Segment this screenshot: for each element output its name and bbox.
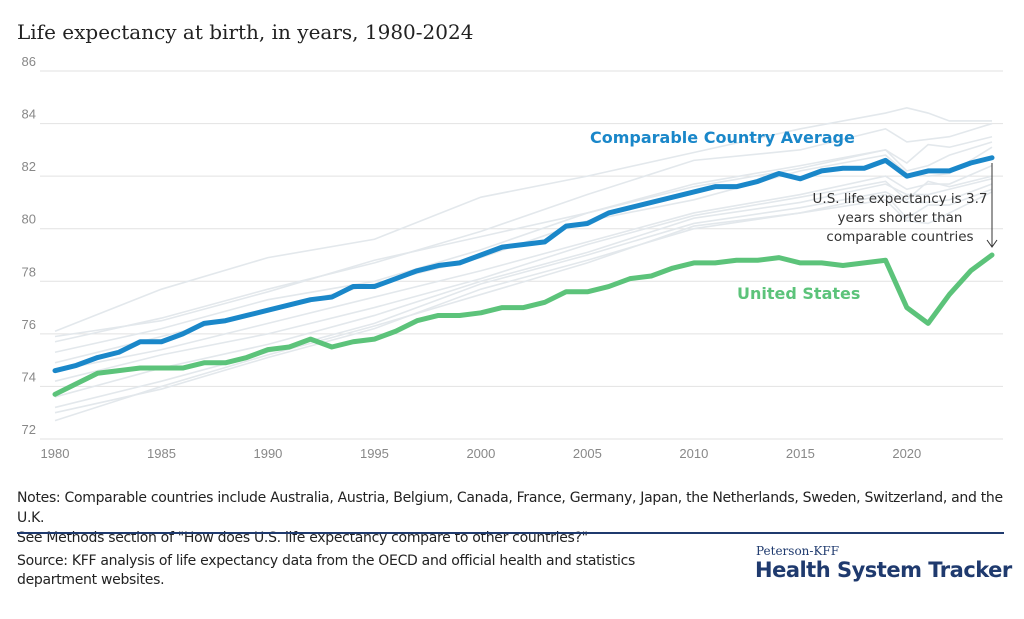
notes: Notes: Comparable countries include Aust… <box>17 488 1024 548</box>
source-text: Source: KFF analysis of life expectancy … <box>17 553 636 588</box>
x-tick-label-1995: 1995 <box>360 446 389 461</box>
series-label-us: United States <box>737 284 860 303</box>
y-tick-label-78: 78 <box>22 264 36 279</box>
background-line-4 <box>54 146 993 364</box>
divider <box>17 532 1004 534</box>
y-tick-label-82: 82 <box>22 159 36 174</box>
background-line-2 <box>54 135 993 338</box>
x-tick-label-2000: 2000 <box>466 446 495 461</box>
united-states-line <box>52 252 995 397</box>
x-tick-label-2010: 2010 <box>679 446 708 461</box>
background-line-0 <box>54 106 992 332</box>
background-line-3 <box>54 141 993 354</box>
y-tick-label-76: 76 <box>22 317 36 332</box>
x-tick-label-2015: 2015 <box>786 446 815 461</box>
background-line-7 <box>54 177 993 398</box>
x-axis-ticks: 1980 1985 1990 1995 2000 2005 2010 2015 2020 <box>41 446 922 461</box>
background-line-6 <box>54 175 993 382</box>
x-tick-label-1990: 1990 <box>253 446 282 461</box>
x-tick-label-1985: 1985 <box>147 446 176 461</box>
series-label-comparable: Comparable Country Average <box>590 128 855 147</box>
background-line-9 <box>54 188 993 414</box>
annotation-line-2: years shorter than <box>838 210 963 226</box>
x-tick-label-2005: 2005 <box>573 446 602 461</box>
background-line-10 <box>54 191 993 422</box>
background-line-5 <box>54 164 993 372</box>
y-tick-label-84: 84 <box>22 107 36 122</box>
y-tick-label-80: 80 <box>22 212 36 227</box>
chart-title: Life expectancy at birth, in years, 1980… <box>17 20 474 44</box>
line-chart: 72 74 76 78 80 82 84 86 1980 1985 1990 1995 2000 200… <box>22 54 1003 461</box>
y-tick-label-74: 74 <box>22 369 36 384</box>
background-country-lines <box>54 106 993 422</box>
y-axis-ticks: 72 74 76 78 80 82 84 86 <box>22 54 36 437</box>
notes-line-2: See Methods section of "How does U.S. li… <box>17 530 588 546</box>
gridlines <box>40 70 1003 440</box>
notes-line-1: Notes: Comparable countries include Aust… <box>17 490 1003 526</box>
x-tick-label-2020: 2020 <box>892 446 921 461</box>
y-tick-label-86: 86 <box>22 54 36 69</box>
main-series <box>52 155 995 397</box>
logo-peterson-kff: Peterson-KFF <box>756 544 840 558</box>
x-tick-label-1980: 1980 <box>41 446 70 461</box>
annotation-line-1: U.S. life expectancy is 3.7 <box>813 191 988 207</box>
annotation: U.S. life expectancy is 3.7 years shorte… <box>813 163 998 248</box>
annotation-arrowhead <box>986 239 998 248</box>
background-line-1 <box>54 122 993 343</box>
logo-health-system-tracker: Health System Tracker <box>755 558 1012 582</box>
annotation-line-3: comparable countries <box>826 229 973 245</box>
comparable-average-line <box>52 155 995 374</box>
y-tick-label-72: 72 <box>22 422 36 437</box>
